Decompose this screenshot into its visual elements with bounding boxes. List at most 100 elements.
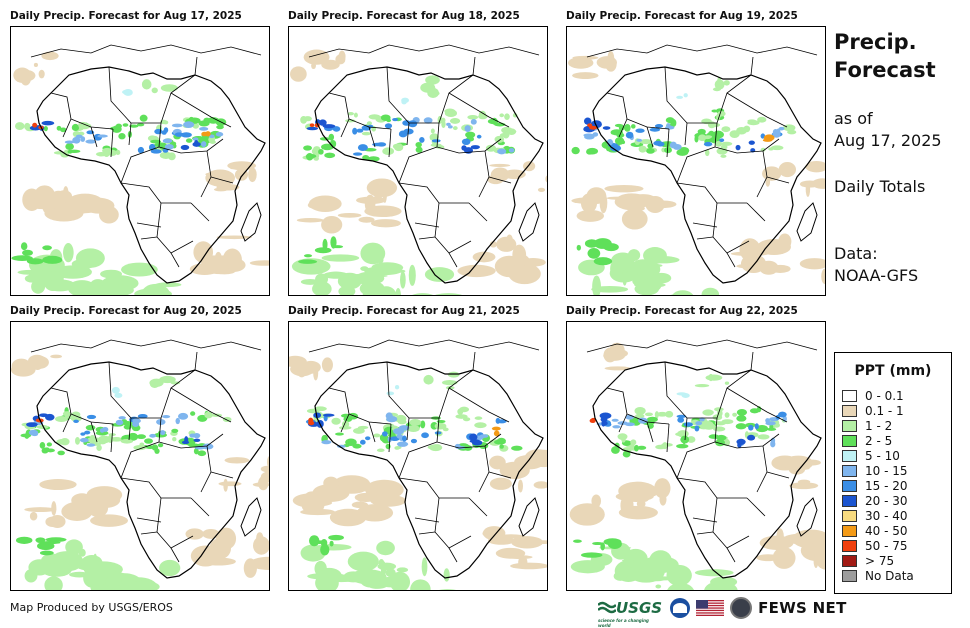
precip-cell: [357, 425, 369, 430]
precip-cell: [118, 416, 126, 420]
precip-cell: [39, 479, 77, 490]
precip-cell: [171, 428, 179, 433]
legend-item: 20 - 30: [842, 494, 908, 508]
precip-cell: [452, 126, 458, 131]
map-panel-3: Daily Precip. Forecast for Aug 19, 2025: [566, 10, 826, 296]
precip-cell: [617, 433, 628, 441]
precip-cell: [163, 127, 169, 133]
us-flag-icon: [696, 600, 725, 616]
precip-cell: [29, 511, 38, 521]
legend: PPT (mm) 0 - 0.1 0.1 - 1 1 - 2 2 - 5 5 -…: [834, 352, 952, 594]
legend-label: 20 - 30: [865, 494, 908, 508]
precip-cell: [503, 169, 526, 180]
precip-cell: [45, 537, 67, 543]
legend-item: 0 - 0.1: [842, 389, 904, 403]
precip-cell: [739, 238, 761, 262]
country-border: [726, 92, 788, 128]
precip-cell: [441, 120, 446, 128]
precip-cell: [45, 413, 55, 421]
precip-cell: [637, 445, 647, 450]
precip-cell: [329, 540, 334, 547]
precip-cell: [300, 115, 308, 124]
precip-cell: [193, 438, 201, 442]
map-panel-1: Daily Precip. Forecast for Aug 17, 2025: [10, 10, 270, 296]
daily-totals-text: Daily Totals: [834, 177, 926, 196]
precip-cell: [533, 481, 547, 489]
country-border: [328, 387, 350, 415]
precip-cell: [443, 568, 450, 582]
precip-cell: [180, 144, 190, 150]
precip-cell: [654, 124, 664, 128]
precip-cell: [461, 138, 471, 146]
legend-label: 5 - 10: [865, 449, 900, 463]
country-border: [340, 413, 350, 433]
precip-cell: [497, 148, 507, 155]
precip-cell: [703, 141, 713, 147]
precip-cell: [736, 409, 748, 416]
country-border: [750, 56, 754, 76]
precip-cell: [300, 508, 336, 516]
country-border: [409, 369, 474, 419]
precip-cell: [56, 125, 62, 131]
precip-cell: [434, 422, 447, 430]
precip-cell: [499, 113, 505, 118]
precip-cell: [419, 136, 425, 143]
precip-cell: [514, 454, 545, 470]
country-border: [108, 361, 132, 419]
precip-cell: [115, 149, 121, 156]
panel-title: Daily Precip. Forecast for Aug 17, 2025: [10, 10, 242, 22]
precip-cell: [154, 128, 163, 135]
precip-cell: [94, 518, 123, 526]
precip-cell: [147, 135, 157, 142]
precip-cell: [683, 422, 693, 427]
precip-cell: [672, 290, 694, 295]
precip-cell: [86, 486, 123, 504]
legend-label: > 75: [865, 554, 895, 568]
country-border: [398, 477, 469, 499]
precip-cell: [721, 419, 734, 425]
legend-label: 40 - 50: [865, 524, 908, 538]
country-border: [646, 421, 654, 443]
precip-cell: [298, 259, 318, 264]
precip-cell: [408, 264, 416, 286]
precip-cell: [508, 263, 541, 285]
map-panel-6: Daily Precip. Forecast for Aug 22, 2025: [566, 305, 826, 591]
legend-swatch: [842, 480, 857, 492]
precip-cell: [600, 542, 605, 551]
precip-cell: [457, 264, 496, 278]
precip-cell: [306, 153, 314, 161]
precip-cell: [24, 569, 38, 583]
country-border: [62, 118, 72, 138]
precip-map: [289, 339, 547, 590]
precip-cell: [178, 412, 189, 420]
country-border: [687, 369, 752, 419]
precip-cell: [87, 499, 109, 518]
map-credit: Map Produced by USGS/EROS: [10, 601, 173, 614]
precip-map: [11, 44, 269, 295]
precip-cell: [380, 114, 391, 121]
precip-cell: [216, 235, 252, 240]
precip-cell: [497, 419, 507, 424]
precip-cell: [249, 260, 269, 266]
precip-cell: [618, 124, 625, 131]
precip-cell: [85, 424, 96, 431]
precip-cell: [813, 553, 819, 568]
precip-cell: [63, 243, 74, 263]
precip-cell: [42, 245, 52, 251]
precip-cell: [323, 271, 349, 279]
precip-cell: [778, 466, 810, 471]
country-border: [684, 417, 688, 441]
precip-cell: [712, 130, 724, 139]
precip-cell: [322, 413, 335, 417]
precip-cell: [625, 414, 634, 420]
precip-cell: [628, 212, 639, 230]
precip-cell: [721, 126, 731, 133]
precip-cell: [778, 162, 797, 178]
precip-cell: [776, 528, 784, 545]
precip-cell: [394, 385, 400, 390]
precip-cell: [664, 147, 672, 154]
precip-cell: [312, 483, 350, 502]
precip-cell: [136, 434, 146, 440]
panel-title: Daily Precip. Forecast for Aug 19, 2025: [566, 10, 798, 22]
legend-item: 30 - 40: [842, 509, 908, 523]
